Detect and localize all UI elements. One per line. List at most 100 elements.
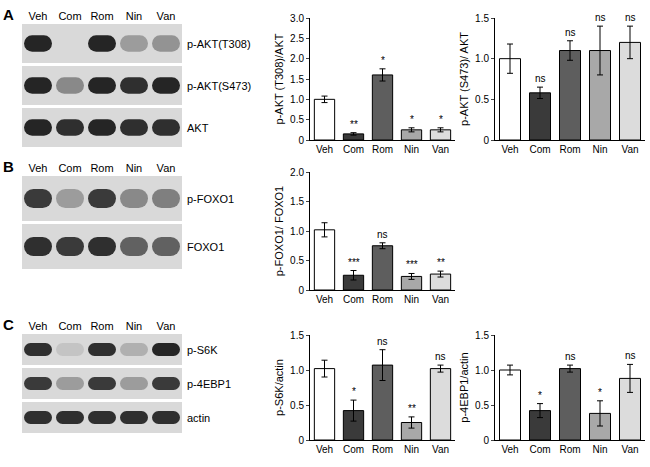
svg-text:Van: Van xyxy=(157,320,176,332)
svg-text:ns: ns xyxy=(565,351,576,362)
svg-text:*: * xyxy=(439,114,443,125)
svg-text:*: * xyxy=(381,55,385,66)
svg-text:Com: Com xyxy=(529,444,550,455)
svg-text:Veh: Veh xyxy=(29,10,48,22)
svg-text:Van: Van xyxy=(621,144,638,155)
svg-text:0.5: 0.5 xyxy=(290,255,304,266)
svg-text:Van: Van xyxy=(157,162,176,174)
svg-text:p-AKT (T308)/AKT: p-AKT (T308)/AKT xyxy=(273,33,285,124)
svg-text:Nin: Nin xyxy=(126,320,143,332)
svg-text:1.0: 1.0 xyxy=(290,365,304,376)
svg-text:AKT: AKT xyxy=(187,122,209,134)
svg-text:Nin: Nin xyxy=(126,162,143,174)
svg-text:Nin: Nin xyxy=(404,144,419,155)
svg-text:Rom: Rom xyxy=(90,10,113,22)
svg-text:ns: ns xyxy=(435,351,446,362)
svg-text:0: 0 xyxy=(298,135,304,146)
svg-text:Veh: Veh xyxy=(501,144,518,155)
svg-text:Van: Van xyxy=(621,444,638,455)
svg-text:*: * xyxy=(538,390,542,401)
svg-text:p-4EBP1/actin: p-4EBP1/actin xyxy=(458,352,470,422)
svg-text:***: *** xyxy=(348,257,360,268)
svg-text:ns: ns xyxy=(595,12,606,23)
svg-text:**: ** xyxy=(437,257,445,268)
svg-text:0.5: 0.5 xyxy=(290,114,304,125)
svg-text:1.5: 1.5 xyxy=(290,330,304,341)
svg-text:ns: ns xyxy=(565,27,576,38)
svg-text:1.5: 1.5 xyxy=(290,196,304,207)
svg-text:p-AKT(S473): p-AKT(S473) xyxy=(187,80,251,92)
svg-text:Rom: Rom xyxy=(559,444,580,455)
svg-text:Nin: Nin xyxy=(404,444,419,455)
svg-text:2.5: 2.5 xyxy=(290,33,304,44)
svg-text:C: C xyxy=(3,316,14,333)
svg-text:**: ** xyxy=(350,119,358,130)
svg-text:actin: actin xyxy=(187,412,210,424)
svg-text:*: * xyxy=(352,386,356,397)
svg-text:Com: Com xyxy=(343,144,364,155)
svg-text:**: ** xyxy=(408,403,416,414)
svg-text:1.5: 1.5 xyxy=(290,74,304,85)
svg-text:0.5: 0.5 xyxy=(290,400,304,411)
svg-text:0: 0 xyxy=(298,285,304,296)
svg-text:1.0: 1.0 xyxy=(475,53,489,64)
svg-text:Com: Com xyxy=(343,294,364,305)
svg-text:Com: Com xyxy=(529,144,550,155)
svg-text:Rom: Rom xyxy=(372,144,393,155)
svg-text:0: 0 xyxy=(298,435,304,446)
svg-text:ns: ns xyxy=(625,12,636,23)
svg-text:Rom: Rom xyxy=(90,320,113,332)
svg-text:Com: Com xyxy=(58,162,81,174)
svg-text:Rom: Rom xyxy=(372,294,393,305)
svg-text:p-AKT(T308): p-AKT(T308) xyxy=(187,38,251,50)
svg-text:Veh: Veh xyxy=(29,320,48,332)
svg-text:Rom: Rom xyxy=(372,444,393,455)
svg-text:ns: ns xyxy=(377,229,388,240)
svg-text:B: B xyxy=(3,158,14,175)
svg-text:0: 0 xyxy=(483,135,489,146)
svg-text:Van: Van xyxy=(432,444,449,455)
svg-text:p-FOXO1: p-FOXO1 xyxy=(187,193,234,205)
svg-text:Van: Van xyxy=(432,294,449,305)
svg-text:Rom: Rom xyxy=(559,144,580,155)
svg-text:ns: ns xyxy=(625,350,636,361)
svg-text:ns: ns xyxy=(535,73,546,84)
svg-text:A: A xyxy=(3,6,14,23)
svg-text:Van: Van xyxy=(432,144,449,155)
svg-text:1.5: 1.5 xyxy=(475,330,489,341)
svg-text:p-AKT (S473)/ AKT: p-AKT (S473)/ AKT xyxy=(458,32,470,126)
svg-text:p-4EBP1: p-4EBP1 xyxy=(187,378,231,390)
svg-text:p-S6K/actin: p-S6K/actin xyxy=(273,359,285,416)
svg-text:Veh: Veh xyxy=(29,162,48,174)
svg-text:0.5: 0.5 xyxy=(475,400,489,411)
svg-text:***: *** xyxy=(406,259,418,270)
svg-text:Veh: Veh xyxy=(316,144,333,155)
svg-text:2.0: 2.0 xyxy=(290,53,304,64)
svg-text:1.0: 1.0 xyxy=(475,365,489,376)
svg-text:1.5: 1.5 xyxy=(475,13,489,24)
svg-text:Nin: Nin xyxy=(404,294,419,305)
svg-text:Van: Van xyxy=(157,10,176,22)
svg-text:*: * xyxy=(598,387,602,398)
svg-text:Com: Com xyxy=(58,320,81,332)
svg-text:1.0: 1.0 xyxy=(290,226,304,237)
svg-text:1.0: 1.0 xyxy=(290,94,304,105)
svg-text:Veh: Veh xyxy=(316,444,333,455)
svg-text:FOXO1: FOXO1 xyxy=(187,241,224,253)
svg-text:p-FOXO1/ FOXO1: p-FOXO1/ FOXO1 xyxy=(273,186,285,276)
svg-text:Rom: Rom xyxy=(90,162,113,174)
svg-text:p-S6K: p-S6K xyxy=(187,344,218,356)
svg-text:ns: ns xyxy=(377,336,388,347)
svg-text:3.0: 3.0 xyxy=(290,13,304,24)
svg-text:Com: Com xyxy=(58,10,81,22)
svg-text:Nin: Nin xyxy=(592,144,607,155)
svg-text:0.5: 0.5 xyxy=(475,94,489,105)
svg-text:*: * xyxy=(410,114,414,125)
svg-text:Veh: Veh xyxy=(501,444,518,455)
svg-text:Nin: Nin xyxy=(126,10,143,22)
svg-text:Veh: Veh xyxy=(316,294,333,305)
svg-text:0: 0 xyxy=(483,435,489,446)
svg-text:Com: Com xyxy=(343,444,364,455)
svg-text:Nin: Nin xyxy=(592,444,607,455)
svg-text:2.0: 2.0 xyxy=(290,167,304,178)
